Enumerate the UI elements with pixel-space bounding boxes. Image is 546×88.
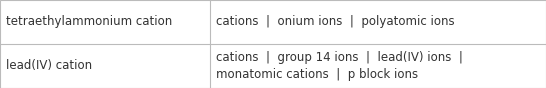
Text: cations  |  group 14 ions  |  lead(IV) ions  |
monatomic cations  |  p block ion: cations | group 14 ions | lead(IV) ions … <box>216 51 463 81</box>
Text: cations  |  onium ions  |  polyatomic ions: cations | onium ions | polyatomic ions <box>216 15 455 29</box>
Text: tetraethylammonium cation: tetraethylammonium cation <box>6 15 172 29</box>
Text: lead(IV) cation: lead(IV) cation <box>6 59 92 73</box>
